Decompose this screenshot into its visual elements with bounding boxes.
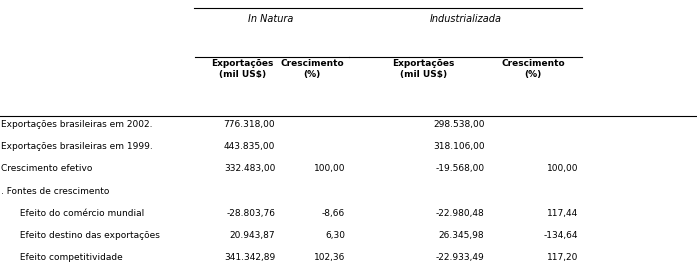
Text: Exportações
(mil US$): Exportações (mil US$)	[211, 59, 273, 79]
Text: 102,36: 102,36	[314, 253, 345, 262]
Text: -28.803,76: -28.803,76	[227, 209, 275, 218]
Text: Crescimento efetivo: Crescimento efetivo	[1, 164, 93, 173]
Text: -8,66: -8,66	[322, 209, 345, 218]
Text: -22.933,49: -22.933,49	[436, 253, 484, 262]
Text: Efeito competitividade: Efeito competitividade	[17, 253, 123, 262]
Text: 332.483,00: 332.483,00	[224, 164, 275, 173]
Text: -22.980,48: -22.980,48	[436, 209, 484, 218]
Text: Efeito destino das exportações: Efeito destino das exportações	[17, 231, 160, 240]
Text: 100,00: 100,00	[314, 164, 345, 173]
Text: In Natura: In Natura	[248, 14, 294, 23]
Text: . Fontes de crescimento: . Fontes de crescimento	[1, 187, 109, 195]
Text: Industrializada: Industrializada	[429, 14, 502, 23]
Text: Crescimento
(%): Crescimento (%)	[501, 59, 565, 79]
Text: 6,30: 6,30	[325, 231, 345, 240]
Text: 20.943,87: 20.943,87	[230, 231, 275, 240]
Text: -134,64: -134,64	[544, 231, 579, 240]
Text: Exportações
(mil US$): Exportações (mil US$)	[392, 59, 454, 79]
Text: -19.568,00: -19.568,00	[436, 164, 484, 173]
Text: Exportações brasileiras em 2002.: Exportações brasileiras em 2002.	[1, 120, 153, 129]
Text: 117,44: 117,44	[547, 209, 579, 218]
Text: Efeito do comércio mundial: Efeito do comércio mundial	[17, 209, 144, 218]
Text: Exportações brasileiras em 1999.: Exportações brasileiras em 1999.	[1, 142, 153, 151]
Text: 341.342,89: 341.342,89	[224, 253, 275, 262]
Text: 26.345,98: 26.345,98	[439, 231, 484, 240]
Text: 100,00: 100,00	[547, 164, 579, 173]
Text: 443.835,00: 443.835,00	[224, 142, 275, 151]
Text: 776.318,00: 776.318,00	[224, 120, 275, 129]
Text: 318.106,00: 318.106,00	[433, 142, 484, 151]
Text: 298.538,00: 298.538,00	[433, 120, 484, 129]
Text: Crescimento
(%): Crescimento (%)	[280, 59, 344, 79]
Text: 117,20: 117,20	[547, 253, 579, 262]
